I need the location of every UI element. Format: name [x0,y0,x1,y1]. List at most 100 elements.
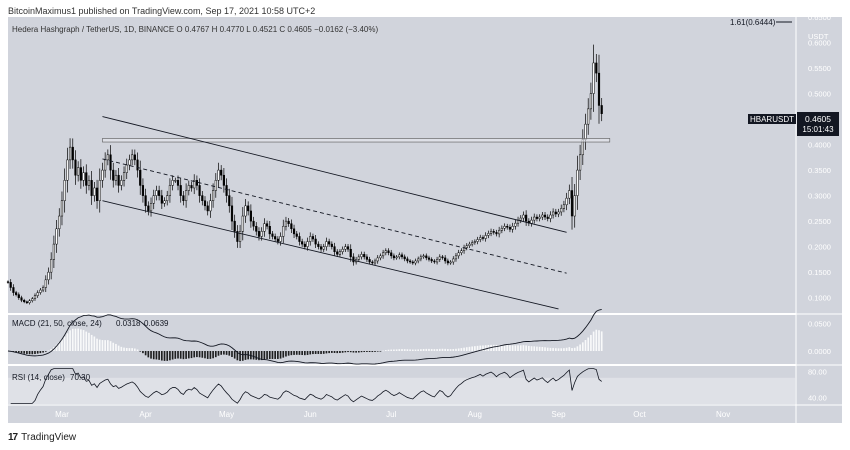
macd-histogram-bar [301,351,303,356]
rsi-y-tick-label: 40.00 [808,393,827,402]
macd-histogram-bar [277,351,279,359]
ohlc-open-value: 0.4767 [184,25,210,34]
macd-histogram-bar [366,351,368,352]
macd-histogram-bar [563,348,565,351]
candle-down [411,261,414,264]
candle-up [87,180,91,186]
candle-up [503,225,506,229]
candle-down [427,257,431,260]
macd-histogram-bar [330,351,333,353]
macd-histogram-bar [371,351,374,353]
macd-histogram-bar [169,351,171,361]
candle-down [363,254,366,258]
macd-histogram-bar [160,351,163,361]
macd-histogram-bar [101,340,104,351]
candle-up [28,300,31,304]
candle-up [279,236,282,242]
footer-brand[interactable]: 17 TradingView [8,432,76,443]
candle-up [31,298,34,302]
macd-histogram-bar [600,331,603,351]
candle-up [473,241,476,243]
macd-histogram-bar [263,351,266,360]
macd-histogram-bar [287,351,290,356]
macd-histogram-bar [406,349,409,351]
ohlc-close-value: 0.4605 [287,25,312,34]
candle-down [328,241,331,245]
candle-up [533,216,536,221]
candle-up [584,123,587,140]
macd-histogram-bar [204,351,206,359]
candle-down [492,231,495,233]
candle-up [322,246,325,250]
macd-histogram-bar [433,349,436,351]
candle-up [476,239,479,242]
macd-y-tick-label: 0.0500 [808,320,831,329]
candle-up [50,259,53,273]
candle-up [379,255,382,259]
candle-down [554,211,557,215]
macd-histogram-bar [36,351,39,354]
candle-up [325,241,328,247]
macd-histogram-bar [352,351,355,353]
macd-histogram-bar [527,345,530,351]
candle-down [409,260,412,263]
candle-down [506,225,509,228]
publisher-header: BitcoinMaximus1 published on TradingView… [8,6,316,16]
candle-down [292,228,296,235]
candle-up [568,190,571,199]
candle-up [238,231,242,242]
candle-down [203,200,207,207]
macd-histogram-bar [501,344,503,351]
macd-histogram-bar [398,349,401,351]
candle-up [422,255,425,258]
macd-histogram-bar [565,347,568,351]
macd-histogram-bar [34,351,36,355]
macd-histogram-bar [231,351,233,358]
ticker-label: HBARUSDT [750,115,794,124]
candle-up [465,245,468,248]
candle-up [360,254,363,258]
macd-label: MACD (21, 50, close, 24) [12,319,102,328]
drawings[interactable] [102,116,611,310]
macd-histogram-bar [590,334,592,351]
candle-down [220,169,223,176]
candle-down [95,187,99,201]
candle-up [241,215,244,232]
candle-up [33,295,37,299]
ohlc-high-value: 0.4770 [219,25,245,34]
candle-down [176,180,180,186]
candle-up [587,108,590,125]
candle-down [268,225,271,235]
candle-down [495,232,498,235]
candle-up [36,292,39,296]
candle-down [190,185,193,189]
macd-histogram-bar [155,351,158,360]
candle-up [185,190,188,201]
macd-histogram-bar [474,346,476,351]
macd-histogram-bar [174,351,177,359]
candle-down [317,243,320,247]
candle-up [193,180,196,189]
macd-histogram-bar [93,336,96,351]
channel-lower-line [102,200,559,310]
candle-down [144,195,147,207]
macd-histogram-bar [436,349,438,351]
candle-down [17,294,20,298]
macd-histogram-bar [220,351,223,355]
y-tick-label: 0.4000 [808,141,831,150]
macd-histogram-bar [82,330,85,351]
candle-down [368,259,371,263]
macd-histogram-bar [295,351,298,355]
macd-histogram-bar [368,351,371,353]
macd-histogram-bar [484,345,487,351]
macd-histogram-bar [333,351,336,353]
macd-histogram-bar [306,351,309,355]
macd-histogram-bar [438,348,441,351]
ohlc-close-label: C [279,25,286,34]
candle-down [319,246,323,250]
macd-histogram-bar [339,351,341,354]
macd-histogram-bar [252,351,255,360]
time-axis[interactable]: Mar Apr May Jun Jul Aug Sep Oct Nov [55,410,730,419]
candle-up [341,248,344,253]
